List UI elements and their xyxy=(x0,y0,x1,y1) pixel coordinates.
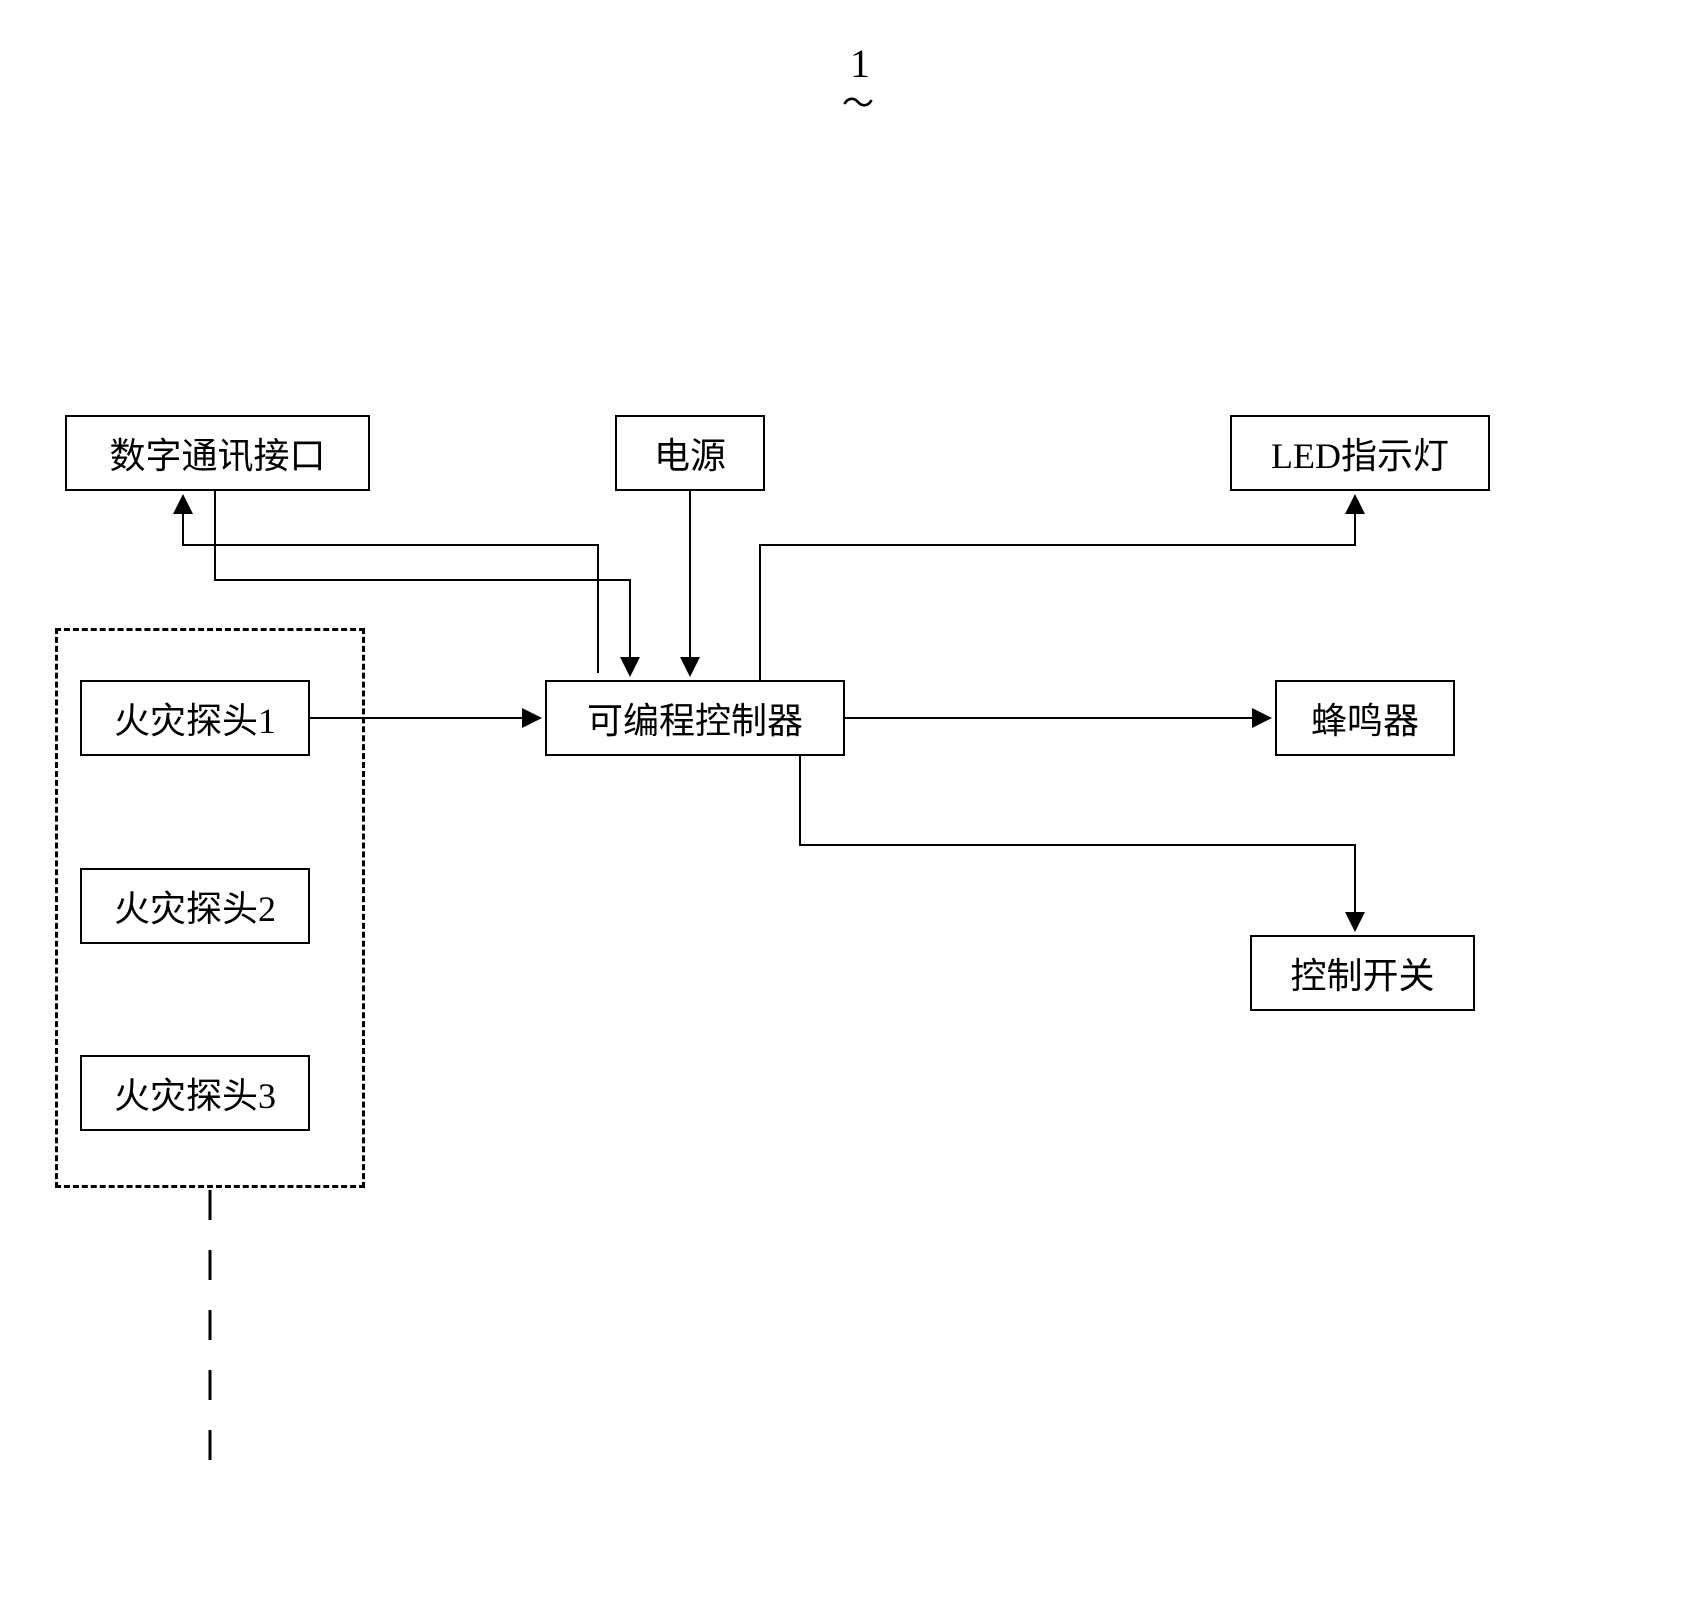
node-control-switch-label: 控制开关 xyxy=(1290,947,1434,999)
node-buzzer-label: 蜂鸣器 xyxy=(1311,692,1419,744)
node-comm-interface-label: 数字通讯接口 xyxy=(109,427,325,479)
node-plc-label: 可编程控制器 xyxy=(587,692,803,744)
node-led-indicator-label: LED指示灯 xyxy=(1271,427,1449,479)
node-detector-1-label: 火灾探头1 xyxy=(114,692,276,744)
node-comm-interface: 数字通讯接口 xyxy=(65,415,370,491)
node-control-switch: 控制开关 xyxy=(1250,935,1475,1011)
node-detector-2-label: 火灾探头2 xyxy=(114,880,276,932)
node-power-label: 电源 xyxy=(654,427,726,479)
node-detector-3: 火灾探头3 xyxy=(80,1055,310,1131)
node-led-indicator: LED指示灯 xyxy=(1230,415,1490,491)
tilde-mark: ～ xyxy=(842,78,874,124)
block-diagram: 1 ～ 数字通讯接口 电源 LED指示灯 可编程控制器 蜂鸣器 控制开关 火灾探… xyxy=(0,0,1698,1605)
node-power: 电源 xyxy=(615,415,765,491)
node-detector-3-label: 火灾探头3 xyxy=(114,1067,276,1119)
arrow-plc-to-control-switch xyxy=(800,756,1355,928)
arrow-plc-to-led xyxy=(760,498,1355,680)
node-plc: 可编程控制器 xyxy=(545,680,845,756)
node-detector-1: 火灾探头1 xyxy=(80,680,310,756)
node-buzzer: 蜂鸣器 xyxy=(1275,680,1455,756)
node-detector-2: 火灾探头2 xyxy=(80,868,310,944)
